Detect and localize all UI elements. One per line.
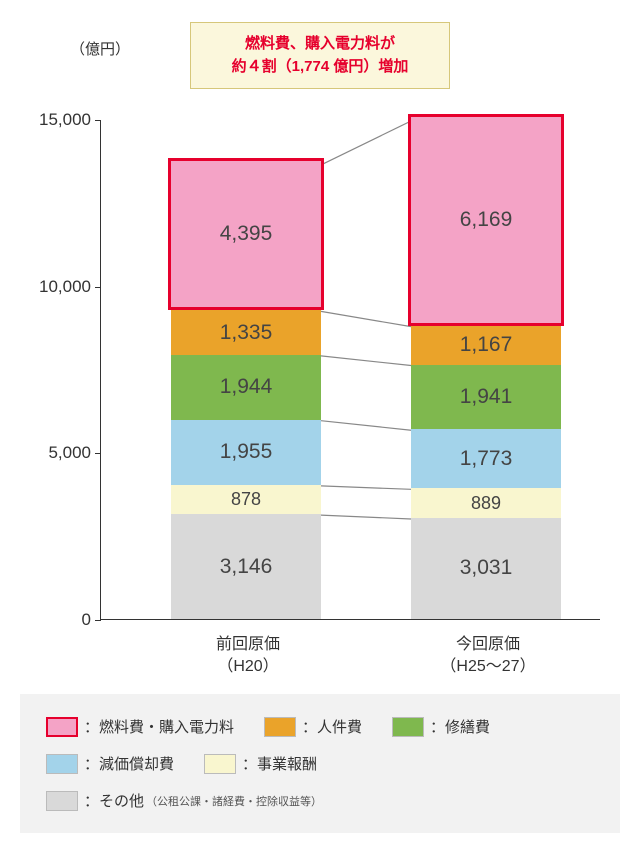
legend-swatch — [392, 717, 424, 737]
y-axis-unit: （億円） — [70, 38, 130, 59]
bar-segment-return: 878 — [171, 485, 321, 514]
x-category-0: 前回原価 （H20） — [148, 634, 348, 679]
bar-segment-repair: 1,941 — [411, 365, 561, 430]
legend-row: ：減価償却費 ：事業報酬 — [46, 753, 594, 774]
y-tick-mark — [95, 287, 101, 288]
plot-area: 05,00010,00015,0003,1468781,9551,9441,33… — [100, 120, 600, 620]
legend-item-other: ：その他（公租公課・諸経費・控除収益等） — [46, 790, 322, 811]
x-category-1: 今回原価 （H25〜27） — [388, 634, 588, 679]
legend-item-repair: ：修繕費 — [392, 716, 490, 737]
connector-line — [321, 121, 411, 165]
legend: ：燃料費・購入電力料 ：人件費 ：修繕費 ：減価償却費 ：事業報酬 ：その他（公租公課・諸… — [20, 694, 620, 833]
connector-line — [321, 421, 411, 431]
legend-swatch — [204, 754, 236, 774]
legend-label: ：修繕費 — [430, 716, 490, 737]
legend-sublabel: （公租公課・諸経費・控除収益等） — [146, 793, 322, 809]
callout-line2: 約４割（1,774 億円）増加 — [199, 56, 441, 79]
legend-swatch — [264, 717, 296, 737]
y-tick-mark — [95, 453, 101, 454]
bar-segment-deprec: 1,955 — [171, 420, 321, 485]
legend-label: ：人件費 — [302, 716, 362, 737]
connector-line — [321, 486, 411, 489]
legend-label: ：事業報酬 — [242, 753, 317, 774]
legend-label: ：その他 — [84, 790, 144, 811]
legend-label: ：減価償却費 — [84, 753, 174, 774]
legend-row: ：燃料費・購入電力料 ：人件費 ：修繕費 — [46, 716, 594, 737]
bar-segment-labor: 1,167 — [411, 326, 561, 365]
bar-segment-other: 3,146 — [171, 514, 321, 619]
legend-swatch — [46, 791, 78, 811]
stacked-bar-chart: （億円） 燃料費、購入電力料が 約４割（1,774 億円）増加 05,00010… — [0, 0, 640, 694]
bar-segment-fuel: 4,395 — [168, 158, 324, 311]
legend-swatch — [46, 717, 78, 737]
y-tick-label: 0 — [31, 610, 91, 630]
legend-item-labor: ：人件費 — [264, 716, 362, 737]
connector-line — [321, 515, 411, 519]
connector-line — [321, 356, 411, 366]
legend-item-fuel: ：燃料費・購入電力料 — [46, 716, 234, 737]
legend-label: ：燃料費・購入電力料 — [84, 716, 234, 737]
legend-item-deprec: ：減価償却費 — [46, 753, 174, 774]
legend-row: ：その他（公租公課・諸経費・控除収益等） — [46, 790, 594, 811]
chart-callout: 燃料費、購入電力料が 約４割（1,774 億円）増加 — [190, 22, 450, 89]
bar-segment-return: 889 — [411, 488, 561, 518]
connector-line — [321, 311, 411, 326]
bar-segment-deprec: 1,773 — [411, 429, 561, 488]
legend-item-return: ：事業報酬 — [204, 753, 317, 774]
bar-segment-other: 3,031 — [411, 518, 561, 619]
y-tick-label: 10,000 — [31, 277, 91, 297]
y-tick-mark — [95, 620, 101, 621]
bar-segment-fuel: 6,169 — [408, 114, 564, 326]
y-tick-label: 15,000 — [31, 110, 91, 130]
y-tick-mark — [95, 120, 101, 121]
legend-swatch — [46, 754, 78, 774]
callout-line1: 燃料費、購入電力料が — [199, 33, 441, 56]
y-tick-label: 5,000 — [31, 443, 91, 463]
bar-segment-repair: 1,944 — [171, 355, 321, 420]
bar-segment-labor: 1,335 — [171, 310, 321, 355]
